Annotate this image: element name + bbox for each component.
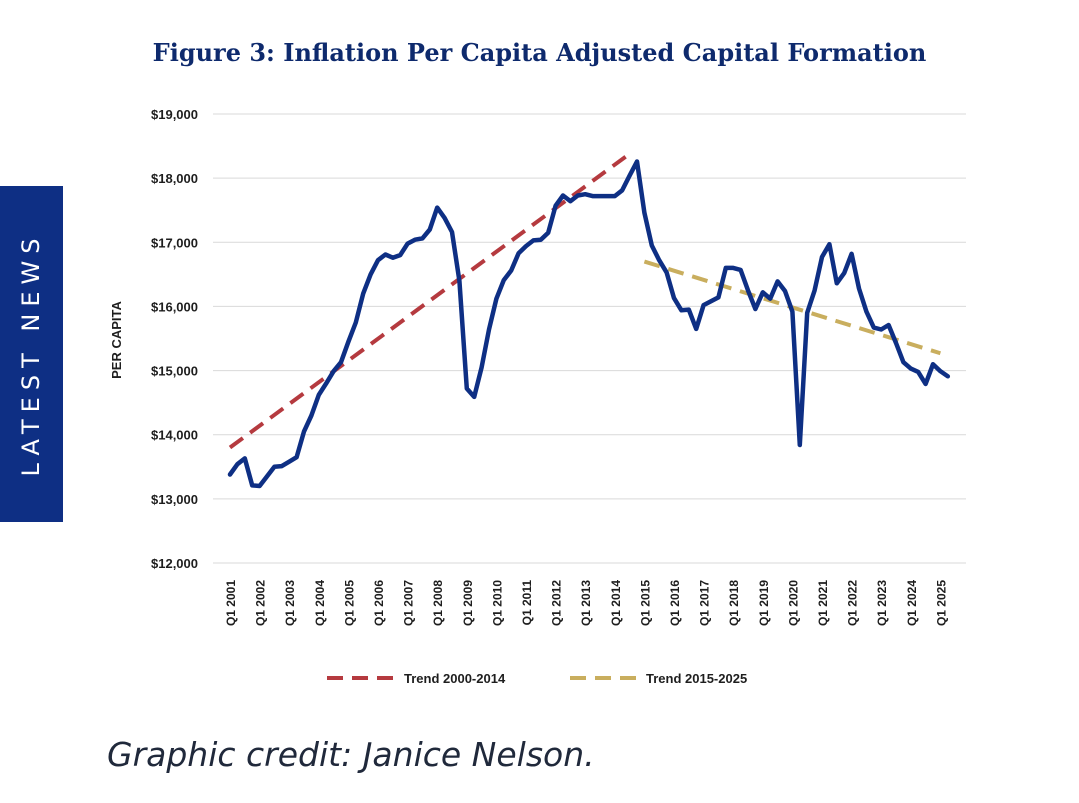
x-tick-label: Q1 2018	[727, 580, 741, 626]
y-tick-label: $13,000	[151, 492, 198, 507]
y-tick-label: $15,000	[151, 364, 198, 379]
x-tick-label: Q1 2003	[283, 580, 297, 626]
grid-layer	[213, 113, 966, 564]
x-tick-label: Q1 2011	[520, 580, 534, 626]
legend-label: Trend 2015-2025	[646, 671, 747, 686]
y-axis-ticks: $12,000 $13,000 $14,000 $15,000 $16,000 $17,0…	[151, 107, 198, 571]
y-axis-label: PER CAPITA	[109, 301, 124, 379]
x-tick-label: Q1 2012	[550, 580, 564, 626]
x-tick-label: Q1 2007	[402, 580, 416, 626]
y-tick-label: $18,000	[151, 171, 198, 186]
x-tick-label: Q1 2021	[816, 580, 830, 626]
x-tick-label: Q1 2020	[786, 580, 800, 626]
latest-news-tab[interactable]	[0, 186, 63, 522]
x-tick-label: Q1 2015	[638, 580, 652, 626]
legend: Trend 2000-2014 Trend 2015-2025	[327, 671, 747, 686]
x-tick-label: Q1 2006	[372, 580, 386, 626]
x-axis-ticks: Q1 2001 Q1 2002 Q1 2003 Q1 2004 Q1 2005 Q1 20…	[224, 580, 948, 626]
x-tick-label: Q1 2005	[342, 580, 356, 626]
graphic-credit: Graphic credit: Janice Nelson.	[107, 735, 595, 774]
y-tick-label: $16,000	[151, 299, 198, 314]
x-tick-label: Q1 2014	[609, 580, 623, 626]
legend-label: Trend 2000-2014	[404, 671, 506, 686]
x-tick-label: Q1 2019	[757, 580, 771, 626]
x-tick-label: Q1 2004	[313, 580, 327, 626]
x-tick-label: Q1 2022	[846, 580, 860, 626]
x-tick-label: Q1 2025	[934, 580, 948, 626]
x-tick-label: Q1 2024	[905, 580, 919, 626]
y-tick-label: $14,000	[151, 428, 198, 443]
trend-line-2000-2014	[228, 152, 631, 450]
y-tick-label: $17,000	[151, 235, 198, 250]
y-tick-label: $12,000	[151, 556, 198, 571]
chart-title: Figure 3: Inflation Per Capita Adjusted …	[152, 38, 927, 67]
x-tick-label: Q1 2017	[698, 580, 712, 626]
x-tick-label: Q1 2001	[224, 580, 238, 626]
x-tick-label: Q1 2023	[875, 580, 889, 626]
y-tick-label: $19,000	[151, 107, 198, 122]
series-line-per-capita	[227, 159, 951, 489]
trend-lines	[228, 152, 941, 450]
x-tick-label: Q1 2008	[431, 580, 445, 626]
x-tick-label: Q1 2016	[668, 580, 682, 626]
x-tick-label: Q1 2009	[461, 580, 475, 626]
x-tick-label: Q1 2010	[490, 580, 504, 626]
x-tick-label: Q1 2013	[579, 580, 593, 626]
series-layer	[227, 159, 951, 489]
x-tick-label: Q1 2002	[254, 580, 268, 626]
